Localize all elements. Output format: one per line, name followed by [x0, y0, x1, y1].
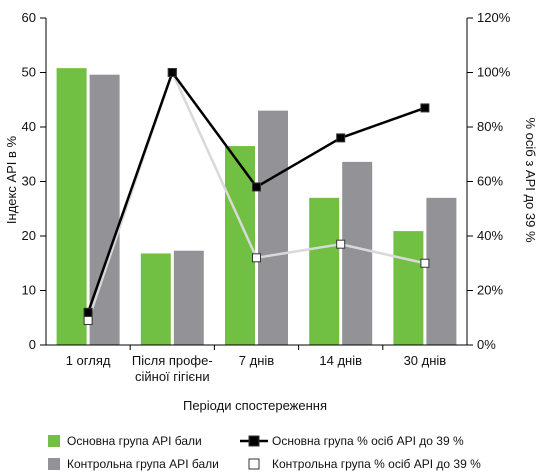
legend-label-bar-1: Основна група API бали [67, 434, 202, 448]
bar-series2-2 [173, 250, 204, 345]
left-tick-label-1: 0 [29, 337, 36, 352]
line-series2-marker-3 [252, 253, 261, 263]
line-series1-marker-3 [252, 182, 261, 192]
left-y-axis-title: Індекс API в % [4, 135, 19, 224]
line-series1-marker-2 [167, 68, 177, 77]
legend-label-bar-2: Контрольна група API бали [67, 457, 219, 471]
x-tick-label-4: 14 днів [319, 353, 362, 368]
line-series2-marker-5 [420, 258, 430, 268]
right-tick-label-1: 0% [477, 337, 496, 352]
line-series1-marker-5 [420, 103, 430, 113]
left-tick-label-6: 50 [22, 65, 36, 80]
bar-series1-5 [393, 231, 424, 345]
right-y-axis-title: % осіб з API до 39 % [523, 117, 537, 242]
legend-label-line-1: Основна група % осіб API до 39 % [272, 434, 464, 448]
line-series1 [86, 71, 426, 313]
x-tick-label-2-line-2: сійної гігієни [135, 369, 210, 384]
plot-area [56, 68, 457, 346]
legend-swatch-bar-1 [48, 435, 60, 447]
right-tick-label-6: 100% [477, 65, 511, 80]
right-tick-label-4: 60% [477, 174, 503, 189]
x-tick-label-5-line-1: 30 днів [404, 353, 447, 368]
x-axis-title: Періоди спостереження [183, 398, 327, 413]
left-tick-label-3: 20 [22, 228, 36, 243]
left-tick-label-4: 30 [22, 174, 36, 189]
bar-series2-4 [342, 161, 373, 345]
bar-series1-1 [56, 68, 87, 345]
bar-series1-4 [309, 197, 340, 345]
legend-label-line-2: Контрольна група % осіб API до 39 % [272, 457, 481, 471]
legend: Основна група API бали Контрольна група A… [48, 434, 481, 471]
line-series2-marker-1 [83, 315, 93, 325]
x-tick-label-5: 30 днів [404, 353, 447, 368]
legend-swatch-bar-2 [48, 458, 60, 470]
legend-marker-line-1 [248, 435, 260, 447]
bar-series1-2 [140, 253, 171, 345]
x-tick-label-4-line-1: 14 днів [319, 353, 362, 368]
left-tick-label-2: 10 [22, 283, 36, 298]
left-tick-label-7: 60 [22, 10, 36, 25]
right-tick-label-7: 120% [477, 10, 511, 25]
line-series1-marker-1 [83, 307, 93, 317]
legend-marker-line-2 [248, 458, 260, 470]
line-series1-marker-4 [336, 133, 346, 143]
bar-series2-5 [426, 197, 457, 345]
left-tick-label-5: 40 [22, 119, 36, 134]
x-tick-label-3: 7 днів [239, 353, 274, 368]
x-tick-label-2: Після профе-сійної гігієни [132, 353, 213, 384]
line-series2 [86, 71, 426, 321]
x-tick-label-3-line-1: 7 днів [239, 353, 274, 368]
right-tick-label-3: 40% [477, 228, 503, 243]
axes-layer: 0 10 20 30 40 50 60 0% 20% 40% 60% 80% 100% 120% 1 огл… [22, 10, 511, 384]
x-tick-label-2-line-1: Після профе- [132, 353, 213, 368]
bar-series2-3 [258, 110, 288, 346]
lines-layer [83, 68, 430, 325]
right-tick-label-2: 20% [477, 283, 503, 298]
x-tick-label-1-line-1: 1 огляд [66, 353, 111, 368]
x-tick-label-1: 1 огляд [66, 353, 111, 368]
bars-layer [56, 68, 457, 346]
line-series2-marker-4 [336, 239, 346, 249]
right-tick-label-5: 80% [477, 119, 503, 134]
